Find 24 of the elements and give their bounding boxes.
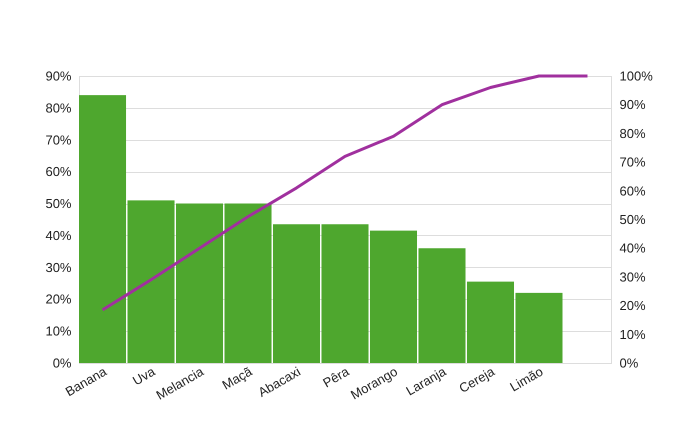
y2-tick-label: 80% bbox=[620, 126, 646, 141]
x-tick-label: Pêra bbox=[320, 363, 352, 390]
y2-tick-label: 50% bbox=[620, 212, 646, 227]
y-tick-label: 80% bbox=[45, 100, 72, 116]
y2-tick-label: 40% bbox=[620, 240, 646, 256]
y-tick-label: 50% bbox=[45, 196, 72, 212]
x-tick-label: Uva bbox=[130, 363, 158, 388]
y-tick-label: 90% bbox=[45, 68, 72, 84]
y2-tick-label: 10% bbox=[620, 326, 646, 342]
y2-tick-label: 60% bbox=[620, 183, 646, 198]
y-tick-label: 30% bbox=[45, 260, 72, 275]
y-tick-label: 10% bbox=[45, 324, 72, 339]
y2-tick-label: 30% bbox=[620, 269, 646, 284]
y-tick-label: 40% bbox=[45, 228, 72, 243]
y-tick-label: 20% bbox=[45, 292, 72, 307]
y2-tick-label: 90% bbox=[620, 97, 646, 112]
y-tick-label: 0% bbox=[52, 356, 72, 370]
y2-tick-label: 70% bbox=[620, 154, 646, 170]
line-series bbox=[101, 74, 589, 312]
y2-tick-label: 0% bbox=[620, 356, 639, 370]
y-tick-label: 70% bbox=[45, 132, 72, 148]
y-tick-label: 60% bbox=[45, 164, 72, 180]
y2-tick-label: 100% bbox=[620, 68, 654, 84]
y2-tick-label: 20% bbox=[620, 298, 646, 314]
